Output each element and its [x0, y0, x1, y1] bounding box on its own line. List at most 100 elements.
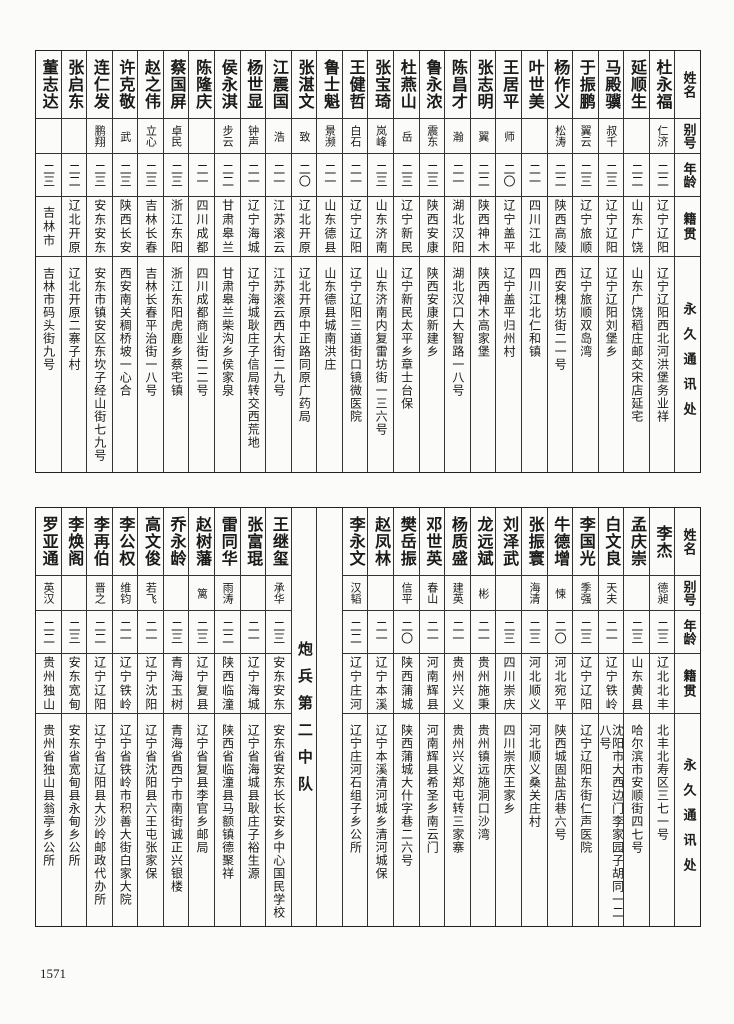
cell-age: 二一	[419, 611, 445, 654]
cell-age: 二三	[419, 154, 445, 197]
cell-alias	[35, 119, 61, 154]
blank-column	[316, 508, 342, 926]
cell-native: 辽宁辽阳	[87, 654, 112, 714]
cell-alias: 英汉	[35, 576, 61, 611]
cell-age: 二一	[445, 611, 470, 654]
header-alias: 别号	[675, 576, 700, 611]
table-row: 高文俊 若飞 二一 辽宁沈阳 辽宁省沈阳县六王屯张家保	[137, 508, 163, 926]
cell-alias: 海清	[521, 576, 547, 611]
cell-name: 乔永龄	[163, 508, 189, 576]
cell-age: 二二	[61, 154, 87, 197]
cell-age: 二三	[394, 154, 419, 197]
cell-alias: 翼云	[573, 119, 598, 154]
cell-name: 张湛文	[291, 51, 317, 119]
cell-name: 延顺生	[624, 51, 649, 119]
cell-alias: 晋之	[87, 576, 112, 611]
cell-age: 二三	[368, 154, 394, 197]
table-row: 王健哲 白石 二一 辽宁辽阳 辽宁辽阳三道街口镜微医院	[341, 51, 368, 472]
header-address: 永久通讯处	[680, 302, 696, 427]
cell-alias	[61, 576, 87, 611]
table-row: 叶世美 二一 四川江北 四川江北仁和镇	[520, 51, 547, 472]
header-address: 永久通讯处	[680, 757, 696, 883]
unit-column: 炮兵第二中队	[290, 508, 317, 926]
header-column: 姓名 别号 年龄 籍贯 永久通讯处	[674, 51, 700, 472]
cell-name: 连仁发	[87, 51, 112, 119]
cell-age: 二一	[189, 154, 215, 197]
cell-alias: 若飞	[138, 576, 163, 611]
table-row: 张振寰 海清 二三 河北顺义 河北顺义桑关庄村	[520, 508, 547, 926]
cell-age: 二一	[112, 611, 138, 654]
cell-address: 陕西神木高家堡	[476, 267, 491, 358]
cell-address: 辽宁省沈阳县六王屯张家保	[143, 724, 158, 880]
cell-native: 安东安东	[87, 197, 112, 257]
cell-alias: 震东	[419, 119, 445, 154]
cell-age: 二一	[317, 154, 342, 197]
cell-address: 陕西安康新建乡	[425, 267, 440, 358]
cell-alias	[521, 119, 547, 154]
cell-address: 四川江北仁和镇	[527, 267, 542, 358]
cell-name: 叶世美	[521, 51, 547, 119]
cell-alias: 立心	[138, 119, 163, 154]
cell-native: 河北宛平	[547, 654, 573, 714]
cell-native: 辽宁海城	[240, 197, 266, 257]
cell-native: 四川崇庆	[496, 654, 521, 714]
table-row: 李国光 季强 二三 辽宁辽阳 辽宁辽阳东街仁声医院	[572, 508, 598, 926]
cell-address: 山东济南内复雷坊街一三六号	[374, 267, 389, 436]
cell-alias	[624, 576, 649, 611]
cell-age: 二一	[445, 154, 470, 197]
cell-name: 张振寰	[521, 508, 547, 576]
cell-address: 山东广饶稻庄邮交宋店延宅	[629, 267, 644, 423]
cell-alias: 彬	[470, 576, 496, 611]
cell-address: 湖北汉口大智路一八号	[450, 267, 465, 397]
cell-age: 二三	[598, 154, 624, 197]
cell-address: 辽宁本溪清河城乡清河城保	[374, 724, 389, 880]
cell-age: 二三	[112, 154, 138, 197]
cell-age: 二二	[624, 154, 649, 197]
cell-name: 龙远斌	[470, 508, 496, 576]
cell-address: 四川成都商业街二二号	[195, 267, 210, 397]
cell-name: 张启东	[61, 51, 87, 119]
table-row: 杜永福 仁济 二二 辽宁辽阳 辽宁辽阳西北河洪堡务业祥	[648, 51, 675, 472]
cell-name: 鲁永浓	[419, 51, 445, 119]
cell-native: 湖北汉阳	[445, 197, 470, 257]
cell-native: 河北顺义	[521, 654, 547, 714]
cell-native: 浙江东阳	[163, 197, 189, 257]
cell-age: 二三	[163, 154, 189, 197]
cell-age: 二一	[342, 154, 368, 197]
cell-name: 牛德增	[547, 508, 573, 576]
table-row: 鲁士魁 景濒 二一 山东德县 山东德县城南洪庄	[316, 51, 342, 472]
cell-address: 陕西省临潼县马额镇德聚祥	[220, 724, 235, 880]
cell-name: 高文俊	[138, 508, 163, 576]
cell-alias: 瀚	[445, 119, 470, 154]
cell-name: 罗亚通	[35, 508, 61, 576]
header-age: 年龄	[675, 611, 700, 654]
cell-age: 二二	[215, 611, 240, 654]
cell-native: 陕西蒲城	[394, 654, 419, 714]
cell-address: 辽宁旅顺双岛湾	[578, 267, 593, 358]
table-row: 李公权 维钧 二一 辽宁铁岭 辽宁省铁岭市积善大街白家大院	[111, 508, 138, 926]
table-row: 张宝琦 岚峰 二三 山东济南 山东济南内复雷坊街一三六号	[367, 51, 394, 472]
cell-name: 李国光	[573, 508, 598, 576]
cell-address: 陕西城固盐店巷六号	[553, 724, 568, 841]
blank-cell	[317, 508, 342, 926]
cell-alias: 叔千	[598, 119, 624, 154]
cell-address: 辽北开原中正路同原广药局	[297, 267, 312, 423]
cell-name: 杨世显	[240, 51, 266, 119]
cell-age: 二二	[215, 154, 240, 197]
header-age: 年龄	[675, 154, 700, 197]
cell-age: 二三	[61, 611, 87, 654]
cell-age: 二一	[368, 611, 394, 654]
table-row: 邓世英 春山 二一 河南辉县 河南辉县希圣乡南云门	[418, 508, 445, 926]
cell-alias: 鹏翔	[87, 119, 112, 154]
cell-name: 马殿骥	[598, 51, 624, 119]
cell-alias: 德昶	[649, 576, 675, 611]
cell-alias: 维钧	[112, 576, 138, 611]
cell-native: 江苏滚云	[266, 197, 291, 257]
cell-name: 邓世英	[419, 508, 445, 576]
cell-address: 辽宁省海城县耿庄子裕生源	[246, 724, 261, 880]
table-row: 王继玺 承华 二三 安东安东 安东省安东长长安乡中心国民学校	[265, 508, 291, 926]
table-row: 马殿骥 叔千 二三 辽宁辽阳 辽宁辽阳刘堡乡	[597, 51, 624, 472]
cell-native: 辽宁铁岭	[112, 654, 138, 714]
table-row: 李焕阁 二三 安东宽甸 安东省宽甸县永甸乡公所	[60, 508, 87, 926]
table-row: 乔永龄 二三 青海玉树 青海省西宁市南街诚正兴银楼	[162, 508, 189, 926]
